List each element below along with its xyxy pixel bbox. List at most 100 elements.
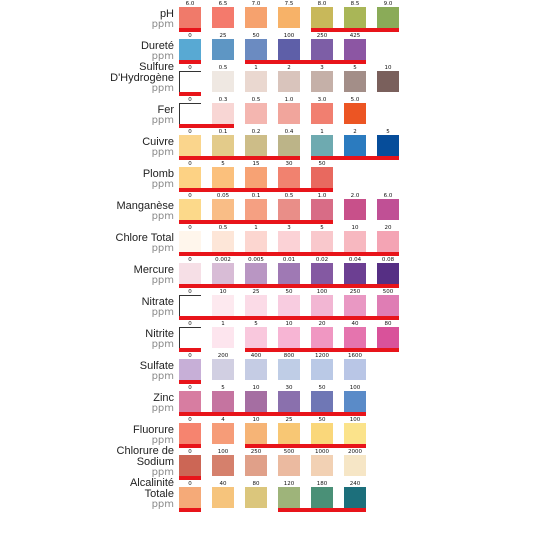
- color-swatch: [344, 199, 366, 220]
- value-label: 1000: [315, 449, 329, 455]
- value-label: 5.0: [350, 97, 360, 103]
- color-swatch: [278, 327, 300, 348]
- parameter-name: Nitrite: [145, 328, 174, 340]
- range-bar: [179, 476, 201, 480]
- value-label: 25: [219, 33, 227, 39]
- unit-label: ppm: [151, 115, 174, 126]
- range-bar: [179, 92, 201, 96]
- row-label: Zinc ppm: [100, 393, 174, 414]
- color-swatch: [344, 263, 366, 284]
- color-swatch: [212, 359, 234, 380]
- range-bar: [179, 316, 399, 320]
- value-label: 1: [254, 225, 258, 231]
- row-label: Manganèse ppm: [100, 201, 175, 222]
- color-swatch: [212, 167, 234, 188]
- color-swatch: [344, 39, 366, 60]
- range-bar: [179, 124, 234, 128]
- value-label: 0: [188, 129, 192, 135]
- value-label: 0: [188, 417, 192, 423]
- value-label: 7.0: [251, 1, 261, 7]
- color-swatch: [212, 103, 234, 124]
- unit-label: ppm: [151, 179, 174, 190]
- value-label: 5: [221, 385, 225, 391]
- value-label: 800: [283, 353, 295, 359]
- color-swatch: [179, 39, 201, 60]
- value-label: 0: [188, 161, 192, 167]
- color-swatch: [245, 7, 267, 28]
- range-bar: [179, 220, 333, 224]
- value-label: 80: [384, 321, 392, 327]
- parameter-name: Fluorure: [133, 424, 174, 436]
- value-label: 0.3: [218, 97, 228, 103]
- color-swatch: [245, 231, 267, 252]
- unit-label: ppm: [151, 211, 174, 222]
- range-bar: [311, 28, 399, 32]
- color-swatch: [278, 103, 300, 124]
- range-bar: [245, 348, 399, 352]
- row-label: Chlorure de Sodium ppm: [100, 446, 174, 478]
- color-swatch: [311, 135, 333, 156]
- color-swatch: [245, 391, 267, 412]
- color-swatch: [245, 455, 267, 476]
- value-label: 100: [316, 289, 328, 295]
- unit-label: ppm: [151, 51, 174, 62]
- value-label: 20: [384, 225, 392, 231]
- color-swatch: [377, 295, 399, 316]
- color-swatch: [377, 199, 399, 220]
- value-label: 250: [316, 33, 328, 39]
- parameter-name: Sulfure D'Hydrogène: [110, 61, 174, 84]
- value-label: 0.02: [315, 257, 329, 263]
- color-swatch: [278, 199, 300, 220]
- value-label: 250: [250, 449, 262, 455]
- value-label: 50: [285, 289, 293, 295]
- color-swatch: [278, 7, 300, 28]
- color-swatch: [278, 455, 300, 476]
- value-label: 200: [217, 353, 229, 359]
- value-label: 0: [188, 481, 192, 487]
- value-label: 0.4: [284, 129, 294, 135]
- color-swatch: [278, 295, 300, 316]
- color-swatch: [212, 327, 234, 348]
- value-label: 5: [320, 225, 324, 231]
- color-swatch: [344, 7, 366, 28]
- unit-label: ppm: [151, 19, 174, 30]
- value-label: 50: [318, 161, 326, 167]
- parameter-name: Mercure: [133, 264, 174, 276]
- color-swatch: [311, 359, 333, 380]
- color-swatch: [212, 39, 234, 60]
- value-label: 7.5: [284, 1, 294, 7]
- unit-label: ppm: [151, 147, 174, 158]
- value-label: 0.1: [218, 129, 228, 135]
- color-swatch: [245, 327, 267, 348]
- color-swatch: [344, 391, 366, 412]
- parameter-name: Chlorure de Sodium: [116, 445, 174, 468]
- row-label: Dureté ppm: [100, 41, 174, 62]
- color-swatch: [278, 423, 300, 444]
- color-swatch: [212, 391, 234, 412]
- range-bar: [179, 412, 366, 416]
- value-label: 10: [252, 417, 260, 423]
- value-label: 8.5: [350, 1, 360, 7]
- color-swatch: [212, 263, 234, 284]
- value-label: 0: [188, 33, 192, 39]
- value-label: 80: [252, 481, 260, 487]
- value-label: 5: [254, 321, 258, 327]
- range-bar: [179, 28, 201, 32]
- value-label: 0: [188, 65, 192, 71]
- unit-label: ppm: [151, 243, 174, 254]
- color-swatch: [344, 135, 366, 156]
- color-swatch: [179, 167, 201, 188]
- value-label: 0: [188, 289, 192, 295]
- color-swatch: [212, 487, 234, 508]
- range-bar: [179, 188, 333, 192]
- value-label: 1200: [315, 353, 329, 359]
- color-swatch: [344, 103, 366, 124]
- value-label: 5: [221, 161, 225, 167]
- value-label: 0: [188, 353, 192, 359]
- unit-label: ppm: [151, 275, 174, 286]
- range-bar: [311, 156, 399, 160]
- value-label: 500: [283, 449, 295, 455]
- color-swatch: [179, 423, 201, 444]
- color-swatch: [179, 391, 201, 412]
- value-label: 2.0: [350, 193, 360, 199]
